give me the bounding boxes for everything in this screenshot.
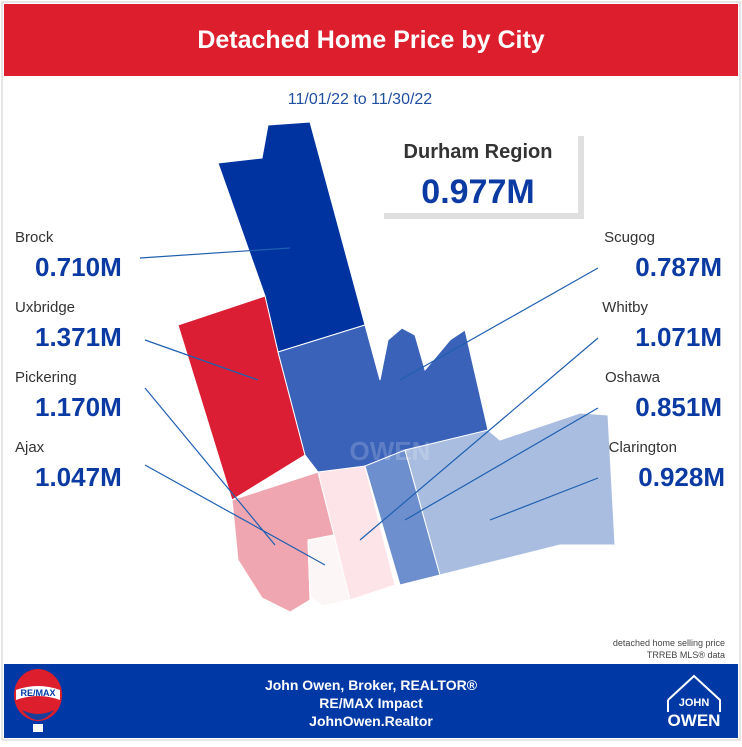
footer-brokerage: RE/MAX Impact: [319, 695, 423, 711]
footer-band: [4, 664, 738, 738]
leader-line: [489, 477, 599, 521]
city-name: Oshawa: [605, 369, 661, 386]
leader-line: [144, 464, 326, 566]
city-price: 0.710M: [35, 252, 122, 282]
city-labels: Brock 0.710M Uxbridge 1.371M Pickering 1…: [15, 229, 725, 492]
region-ajax: [307, 534, 351, 607]
city-name: Uxbridge: [15, 299, 75, 316]
balloon-band: [16, 686, 60, 700]
date-range: 11/01/22 to 11/30/22: [288, 91, 433, 108]
leader-line: [144, 339, 259, 381]
card: [378, 130, 578, 213]
leader-lines: [139, 247, 599, 566]
footer-website: JohnOwen.Realtor: [309, 713, 433, 729]
city-price: 0.928M: [638, 462, 725, 492]
city-price: 1.071M: [635, 322, 722, 352]
region-clarington: [404, 412, 616, 576]
header-band: [4, 4, 738, 76]
city-name: Scugog: [604, 229, 655, 246]
footer-name: John Owen, Broker, REALTOR®: [265, 677, 478, 693]
city-name: Whitby: [602, 299, 648, 316]
title: Detached Home Price by City: [197, 26, 544, 54]
city-name: Clarington: [609, 439, 677, 456]
watermark: OWEN: [350, 436, 431, 466]
balloon-bottom: [22, 710, 54, 720]
house-outline: [667, 674, 721, 712]
city-price: 1.371M: [35, 322, 122, 352]
note: TRREB MLS® data: [647, 650, 725, 660]
map: OWEN: [177, 121, 616, 613]
leader-line: [139, 247, 291, 259]
basket: [33, 724, 43, 732]
john-owen-logo: JOHN OWEN: [667, 674, 721, 730]
logo-owen: OWEN: [668, 711, 721, 730]
region-name: Durham Region: [404, 141, 553, 163]
remax-logo: RE/MAX: [14, 669, 62, 732]
leader-line: [359, 337, 599, 541]
city-name: Brock: [15, 229, 54, 246]
region-whitby: [317, 465, 396, 601]
remax-text: RE/MAX: [20, 688, 55, 698]
city-price: 1.047M: [35, 462, 122, 492]
leader-line: [144, 387, 276, 546]
city-price: 1.170M: [35, 392, 122, 422]
leader-line: [399, 267, 599, 381]
region-price: 0.977M: [421, 173, 534, 211]
logo-john: JOHN: [679, 697, 710, 709]
city-name: Ajax: [15, 439, 45, 456]
leader-line: [404, 407, 599, 521]
region-card: Durham Region 0.977M: [378, 130, 584, 219]
city-name: Pickering: [15, 369, 77, 386]
city-price: 0.787M: [635, 252, 722, 282]
note: detached home selling price: [613, 638, 725, 648]
city-price: 0.851M: [635, 392, 722, 422]
